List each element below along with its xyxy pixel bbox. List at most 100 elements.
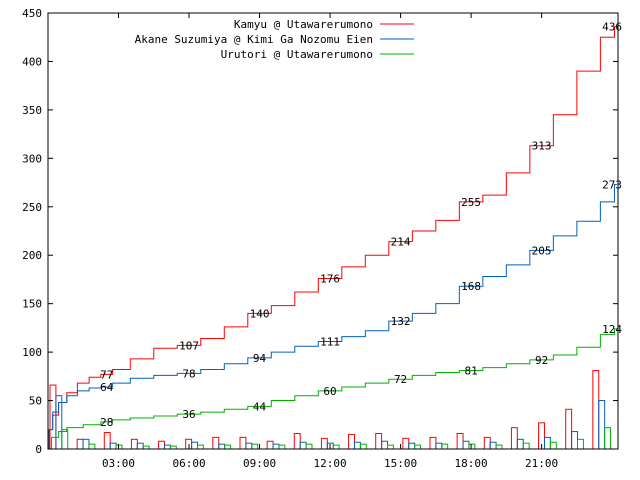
lines-layer	[48, 26, 617, 450]
series-line-2	[48, 183, 617, 450]
data-label: 78	[182, 367, 195, 380]
x-tick-label: 15:00	[384, 457, 417, 470]
bar-2	[109, 442, 117, 450]
data-label: 107	[179, 339, 199, 352]
data-label: 205	[532, 244, 552, 257]
bar-1	[130, 438, 138, 450]
data-label: 436	[602, 21, 622, 34]
bar-1	[402, 437, 410, 450]
data-label: 255	[461, 196, 481, 209]
series-line-3	[48, 328, 617, 450]
data-label: 176	[320, 272, 340, 285]
bar-2	[381, 440, 389, 450]
bar-2	[489, 441, 497, 450]
bar-1	[293, 432, 301, 450]
bar-1	[76, 438, 84, 450]
y-tick-label: 50	[29, 395, 42, 408]
y-tick-label: 400	[22, 55, 42, 68]
bar-2	[353, 441, 361, 450]
bar-2	[272, 443, 280, 450]
legend-label: Kamyu @ Utawarerumono	[234, 18, 373, 31]
bar-1	[592, 370, 600, 450]
data-label: 60	[323, 385, 336, 398]
bar-1	[456, 432, 464, 450]
bar-1	[429, 436, 437, 450]
data-label: 72	[394, 373, 407, 386]
bar-1	[103, 432, 111, 450]
data-label: 168	[461, 280, 481, 293]
bar-3	[387, 444, 394, 450]
bar-3	[332, 444, 340, 450]
data-label: 132	[391, 315, 411, 328]
bar-2	[299, 441, 307, 450]
bar-3	[441, 443, 449, 450]
data-label: 28	[100, 416, 113, 429]
data-label: 77	[100, 368, 113, 381]
data-label: 273	[602, 178, 622, 191]
data-label: 140	[250, 307, 270, 320]
bar-2	[543, 436, 551, 450]
data-label: 81	[464, 365, 477, 378]
bar-2	[435, 442, 443, 450]
bar-3	[251, 443, 259, 450]
series-line-1	[48, 26, 617, 450]
legend-label: Urutori @ Utawarerumono	[221, 48, 373, 61]
bar-2	[408, 442, 416, 450]
data-label: 214	[391, 236, 411, 249]
bar-1	[212, 436, 220, 450]
legend: Kamyu @ Utawarerumono Akane Suzumiya @ Ki…	[135, 18, 414, 61]
bars-layer	[49, 370, 612, 450]
y-tick-label: 250	[22, 201, 42, 214]
bar-2	[82, 438, 90, 450]
y-tick-label: 300	[22, 152, 42, 165]
bar-3	[305, 443, 313, 450]
bar-1	[510, 427, 518, 450]
bar-3	[115, 444, 123, 450]
bar-2	[191, 441, 199, 450]
bar-1	[239, 436, 247, 450]
axes-layer: 0 50 100 150 200 250 300 350 400 450 03:00 06:00 09:…	[22, 7, 618, 470]
bar-1	[320, 437, 328, 450]
x-tick-label: 06:00	[172, 457, 205, 470]
bar-1	[565, 408, 573, 450]
bar-3	[522, 442, 530, 450]
y-tick-label: 350	[22, 104, 42, 117]
y-tick-label: 200	[22, 249, 42, 262]
bar-3	[604, 427, 612, 450]
bar-2	[163, 444, 171, 450]
data-label: 124	[602, 323, 622, 336]
bar-2	[218, 443, 226, 450]
y-tick-label: 0	[35, 443, 42, 456]
bar-3	[549, 441, 557, 450]
x-tick-label: 12:00	[313, 457, 346, 470]
y-tick-label: 450	[22, 7, 42, 20]
bar-2	[462, 440, 470, 450]
bar-3	[224, 444, 232, 450]
bar-2	[245, 442, 253, 450]
bar-3	[88, 443, 96, 450]
data-label: 313	[532, 140, 552, 153]
data-label: 111	[320, 335, 340, 348]
x-tick-label: 21:00	[525, 457, 558, 470]
bar-3	[278, 444, 286, 450]
data-label: 64	[100, 381, 114, 394]
x-tick-label: 18:00	[455, 457, 488, 470]
bar-2	[598, 400, 606, 450]
bar-3	[197, 444, 204, 450]
bar-2	[136, 442, 144, 450]
bar-3	[577, 438, 584, 450]
bar-3	[61, 429, 69, 450]
y-tick-label: 150	[22, 298, 42, 311]
bar-1	[266, 440, 274, 450]
data-label: 94	[253, 352, 267, 365]
bar-1	[158, 440, 165, 450]
bar-2	[571, 431, 579, 450]
legend-label: Akane Suzumiya @ Kimi Ga Nozomu Eien	[135, 33, 373, 46]
bar-1	[483, 436, 491, 450]
bar-1	[375, 432, 383, 450]
bar-3	[468, 443, 476, 450]
bar-3	[495, 444, 503, 450]
x-tick-label: 09:00	[243, 457, 276, 470]
data-label: 36	[182, 408, 195, 421]
